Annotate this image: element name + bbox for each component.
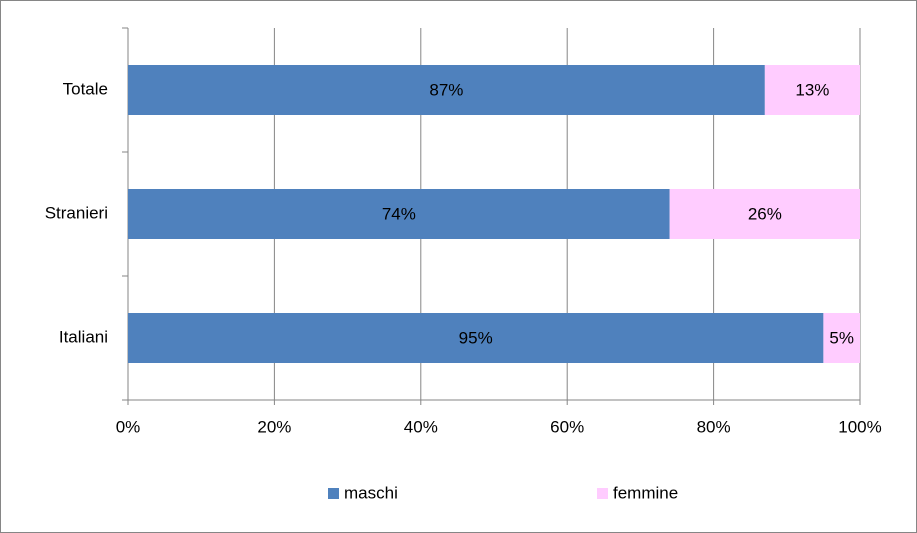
x-tick-label: 100% — [838, 417, 881, 436]
bar-segment — [669, 189, 860, 239]
legend-swatch — [597, 488, 608, 499]
data-label: 26% — [748, 204, 782, 223]
data-label: 95% — [459, 328, 493, 347]
bar-segment — [128, 65, 765, 115]
legend-swatch — [328, 488, 339, 499]
x-tick-label: 40% — [404, 417, 438, 436]
bar-segment — [764, 65, 860, 115]
data-label: 5% — [829, 328, 854, 347]
data-label: 87% — [429, 80, 463, 99]
x-tick-label: 60% — [550, 417, 584, 436]
bar-segment — [128, 313, 824, 363]
data-label: 13% — [795, 80, 829, 99]
x-tick-label: 20% — [257, 417, 291, 436]
data-label: 74% — [382, 204, 416, 223]
y-tick-label: Stranieri — [45, 203, 108, 222]
bar-segment — [823, 313, 860, 363]
y-tick-label: Totale — [63, 79, 108, 98]
bar-segment — [128, 189, 670, 239]
legend-label: maschi — [344, 483, 398, 502]
legend-label: femmine — [613, 483, 678, 502]
x-tick-label: 0% — [116, 417, 141, 436]
x-tick-label: 80% — [697, 417, 731, 436]
y-tick-label: Italiani — [59, 327, 108, 346]
